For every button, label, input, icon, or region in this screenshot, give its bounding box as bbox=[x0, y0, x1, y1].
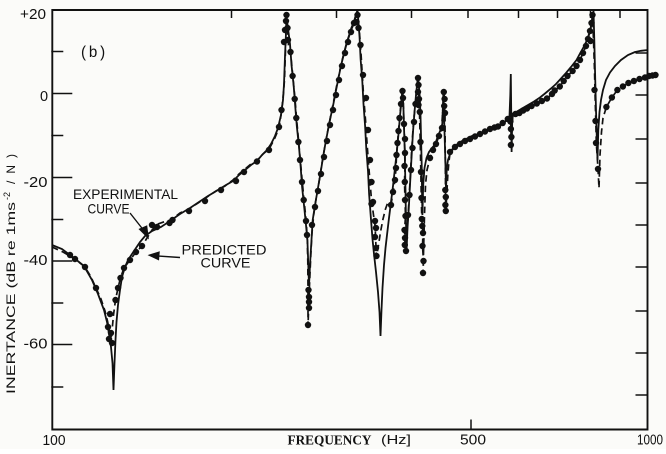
svg-text:-2: -2 bbox=[2, 192, 12, 200]
svg-text:1000: 1000 bbox=[637, 433, 663, 449]
svg-text:CURVE: CURVE bbox=[201, 255, 251, 271]
svg-text:-20: -20 bbox=[24, 175, 48, 191]
svg-text:CURVE: CURVE bbox=[88, 201, 130, 217]
svg-text:-60: -60 bbox=[24, 337, 48, 353]
svg-text:0: 0 bbox=[40, 89, 48, 105]
svg-text:FREQUENCY: FREQUENCY bbox=[288, 432, 372, 447]
svg-text:(Hz]: (Hz] bbox=[381, 432, 411, 447]
svg-text:PREDICTED: PREDICTED bbox=[182, 242, 267, 258]
svg-text:/N): /N) bbox=[4, 147, 18, 184]
svg-text:-40: -40 bbox=[24, 253, 48, 269]
svg-text:(b): (b) bbox=[81, 44, 108, 61]
svg-text:EXPERIMENTAL: EXPERIMENTAL bbox=[73, 186, 178, 202]
svg-text:INERTANCE (dB re 1ms: INERTANCE (dB re 1ms bbox=[4, 202, 18, 394]
svg-text:+20: +20 bbox=[20, 7, 46, 23]
svg-text:500: 500 bbox=[460, 433, 486, 449]
svg-text:100: 100 bbox=[43, 433, 66, 449]
